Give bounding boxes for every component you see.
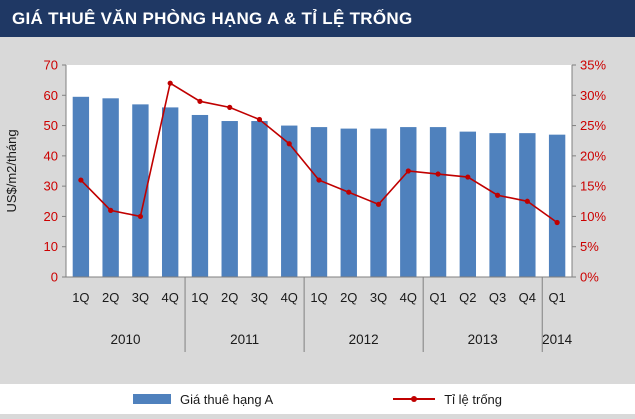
rent-bar (519, 133, 536, 277)
vacancy-point (554, 219, 560, 226)
left-axis-title: US$/m2/tháng (4, 129, 19, 212)
quarter-label: Q2 (459, 290, 476, 305)
rent-bar (310, 127, 328, 277)
rent-bar (191, 114, 209, 277)
legend-vacancy-label: Tỉ lệ trống (444, 391, 503, 407)
vacancy-point (405, 168, 411, 174)
vacancy-point (346, 189, 352, 195)
rent-bar (489, 133, 506, 277)
quarter-label: 1Q (310, 290, 327, 305)
vacancy-point (286, 141, 292, 147)
vacancy-point (227, 104, 233, 110)
right-axis-tick: 25% (580, 118, 606, 133)
quarter-label: Q1 (548, 290, 565, 305)
quarter-label: Q3 (489, 290, 506, 305)
rent-bar (548, 134, 566, 277)
right-axis-tick: 20% (580, 148, 606, 163)
quarter-label: 2Q (221, 290, 238, 305)
quarter-label: 4Q (281, 290, 298, 305)
year-label: 2013 (468, 332, 498, 347)
chart-legend: Giá thuê hạng A Tỉ lệ trống (0, 384, 635, 414)
quarter-label: 4Q (400, 290, 417, 305)
vacancy-point (435, 171, 441, 177)
quarter-label: 1Q (191, 290, 208, 305)
rent-bar (340, 128, 357, 277)
rent-bar (161, 107, 179, 278)
left-axis-tick: 10 (44, 239, 58, 254)
chart-header: GIÁ THUÊ VĂN PHÒNG HẠNG A & TỈ LỆ TRỐNG (0, 0, 635, 37)
vacancy-point (524, 198, 530, 204)
rent-bar (102, 98, 119, 277)
legend-rent-label: Giá thuê hạng A (179, 391, 274, 407)
legend-line-swatch (393, 396, 436, 402)
rent-bar (429, 127, 447, 277)
quarter-label: Q4 (519, 290, 536, 305)
vacancy-point (108, 207, 114, 213)
rent-bar (251, 121, 268, 278)
left-axis-tick: 50 (44, 118, 58, 133)
quarter-label: 3Q (251, 290, 268, 305)
vacancy-point (256, 116, 263, 123)
rent-bar (400, 127, 417, 277)
right-axis-tick: 5% (580, 239, 599, 254)
quarter-label: 2Q (340, 290, 357, 305)
vacancy-point (137, 213, 144, 220)
quarter-label: 1Q (72, 290, 89, 305)
vacancy-point (197, 98, 203, 104)
vacancy-point (78, 177, 84, 183)
left-axis-tick: 20 (44, 209, 58, 224)
quarter-label: 2Q (102, 290, 119, 305)
legend-line-dot (411, 396, 418, 402)
year-label: 2011 (230, 332, 259, 347)
left-axis-tick: 70 (44, 58, 58, 73)
vacancy-point (465, 174, 471, 180)
chart-title: GIÁ THUÊ VĂN PHÒNG HẠNG A & TỈ LỆ TRỐNG (12, 8, 413, 28)
rent-bar (132, 104, 149, 277)
left-axis-tick: 60 (44, 88, 58, 103)
quarter-label: Q1 (429, 290, 446, 305)
right-axis-tick: 30% (580, 88, 606, 103)
right-axis-tick: 0% (580, 270, 599, 285)
right-axis-tick: 15% (580, 179, 606, 194)
quarter-label: 3Q (132, 290, 149, 305)
vacancy-point (167, 80, 173, 86)
right-axis-tick: 35% (580, 58, 606, 73)
vacancy-point (494, 192, 501, 198)
left-axis-tick: 0 (51, 270, 58, 285)
quarter-label: 4Q (162, 290, 179, 305)
chart-plot: 0 10 20 30 40 50 60 70 0% 5% 10% 15% 20% 25% 30% 35% 1Q 2… (4, 58, 606, 352)
legend-item-rent: Giá thuê hạng A (132, 391, 274, 407)
rent-bar (221, 121, 238, 278)
right-axis-tick: 10% (580, 209, 606, 224)
year-label: 2010 (111, 332, 141, 347)
legend-bar-swatch (132, 394, 171, 404)
rent-bar (72, 96, 90, 277)
left-axis-tick: 30 (44, 179, 58, 194)
rent-bar (281, 125, 298, 277)
year-label: 2014 (542, 332, 573, 347)
year-label: 2012 (349, 332, 379, 347)
rent-bar (459, 131, 477, 277)
left-axis-tick: 40 (44, 148, 58, 163)
legend-item-vacancy: Tỉ lệ trống (393, 392, 502, 407)
quarter-label: 3Q (370, 290, 387, 305)
vacancy-point (316, 177, 322, 183)
vacancy-point (375, 201, 382, 207)
